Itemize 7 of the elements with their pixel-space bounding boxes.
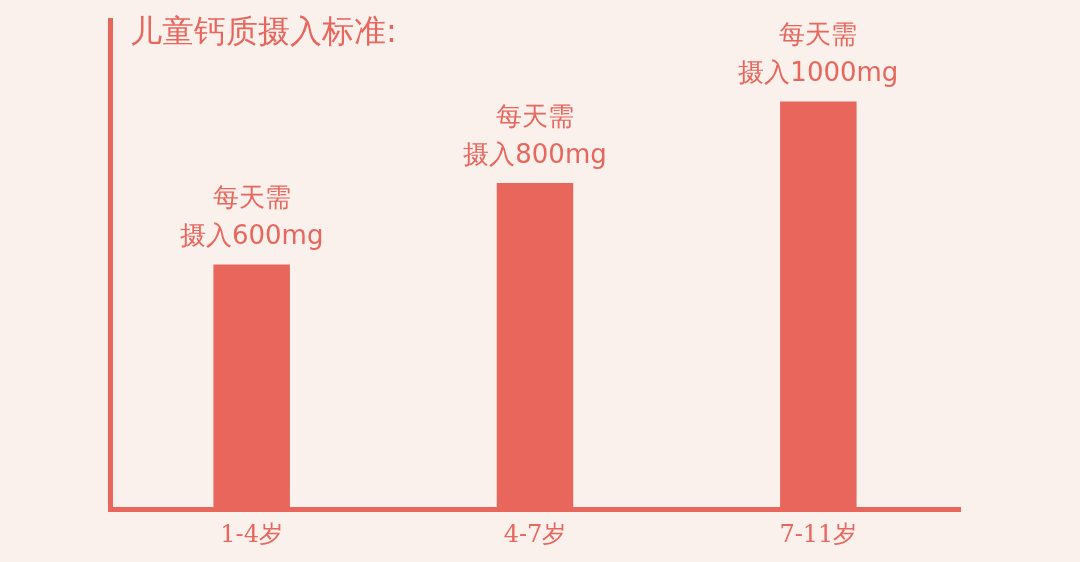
x-tick-label: 4-7岁 (503, 519, 567, 548)
chart-title: 儿童钙质摄入标准: (130, 12, 397, 51)
data-label: 每天需摄入800mg (463, 100, 607, 169)
x-tick-label: 7-11岁 (779, 519, 858, 548)
data-label: 每天需摄入1000mg (738, 19, 899, 88)
x-tick-label: 1-4岁 (220, 519, 283, 548)
data-label: 每天需摄入600mg (179, 182, 324, 251)
